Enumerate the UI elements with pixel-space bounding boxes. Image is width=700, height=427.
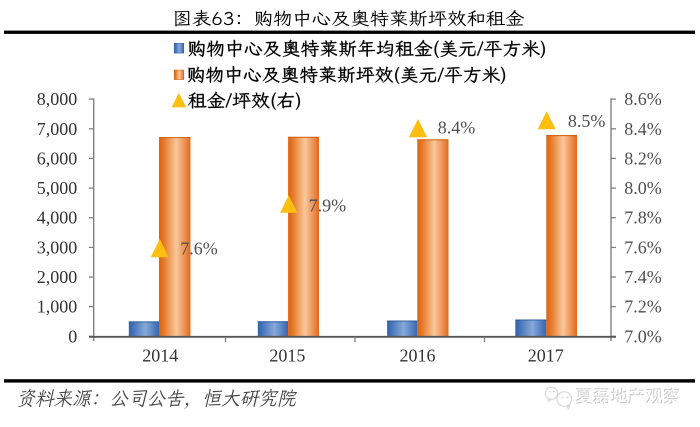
svg-text:1,000: 1,000 — [37, 297, 78, 317]
svg-text:7.2%: 7.2% — [624, 297, 662, 317]
svg-text:7.4%: 7.4% — [624, 267, 662, 287]
svg-text:2015: 2015 — [269, 345, 305, 365]
svg-text:8.4%: 8.4% — [438, 118, 476, 138]
svg-text:2014: 2014 — [142, 345, 178, 365]
svg-text:7,000: 7,000 — [37, 119, 78, 139]
svg-text:6,000: 6,000 — [37, 148, 78, 168]
svg-text:3,000: 3,000 — [37, 237, 78, 257]
svg-text:7.6%: 7.6% — [180, 239, 218, 259]
svg-text:7.8%: 7.8% — [624, 208, 662, 228]
svg-text:7.6%: 7.6% — [624, 237, 662, 257]
svg-text:0: 0 — [68, 326, 77, 346]
svg-text:7.9%: 7.9% — [309, 195, 347, 215]
svg-text:8.0%: 8.0% — [624, 178, 662, 198]
svg-text:2,000: 2,000 — [37, 267, 78, 287]
svg-text:5,000: 5,000 — [37, 178, 78, 198]
svg-text:2017: 2017 — [528, 345, 564, 365]
svg-text:8.6%: 8.6% — [624, 89, 662, 109]
svg-text:8.4%: 8.4% — [624, 119, 662, 139]
svg-text:7.0%: 7.0% — [624, 326, 662, 346]
svg-text:8.5%: 8.5% — [568, 111, 606, 131]
svg-text:8,000: 8,000 — [37, 89, 78, 109]
svg-text:4,000: 4,000 — [37, 208, 78, 228]
svg-text:8.2%: 8.2% — [624, 148, 662, 168]
svg-text:2016: 2016 — [400, 345, 436, 365]
